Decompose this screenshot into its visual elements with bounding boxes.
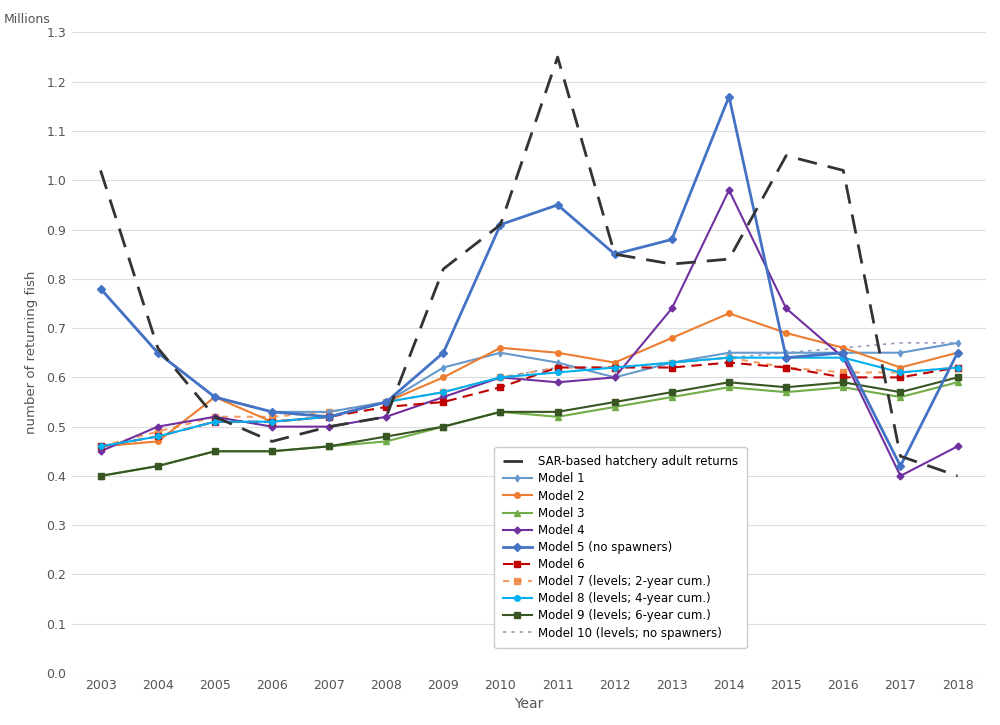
X-axis label: Year: Year (514, 697, 544, 711)
Legend: SAR-based hatchery adult returns, Model 1, Model 2, Model 3, Model 4, Model 5 (n: SAR-based hatchery adult returns, Model … (494, 447, 747, 648)
Y-axis label: number of returning fish: number of returning fish (25, 271, 38, 434)
Text: Millions: Millions (3, 13, 50, 26)
